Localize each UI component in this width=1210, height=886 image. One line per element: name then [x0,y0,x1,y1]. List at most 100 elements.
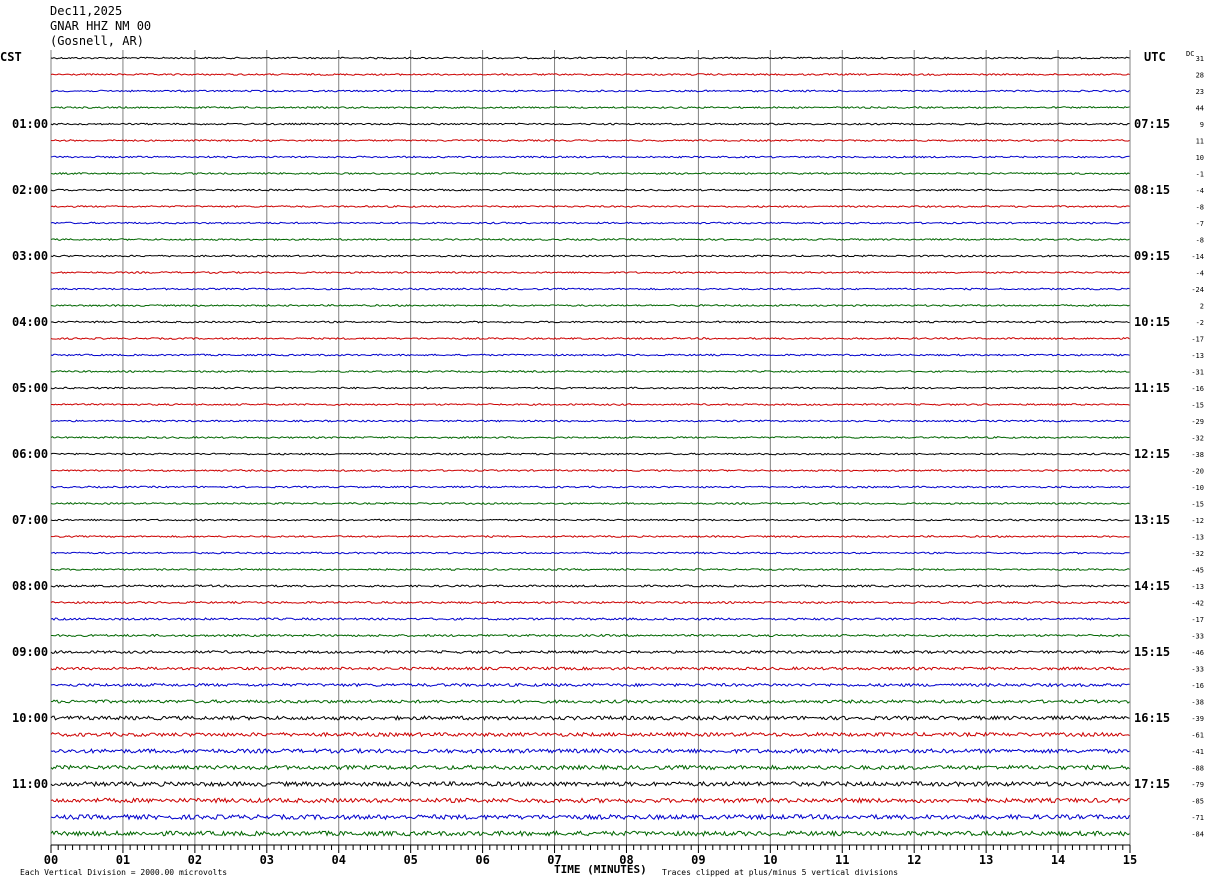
dc-offset-label: -13 [1191,534,1204,542]
x-tick-label: 00 [44,853,58,867]
trace-row [50,155,1130,159]
trace-row [50,106,1130,109]
dc-offset-label: -15 [1191,402,1204,410]
trace-row [50,254,1130,258]
x-tick-label: 13 [979,853,993,867]
header-station: GNAR HHZ NM 00 [50,19,152,33]
dc-offset-label: -7 [1196,220,1204,228]
x-tick-label: 11 [835,853,849,867]
trace-row [50,204,1130,208]
x-tick-label: 14 [1051,853,1065,867]
x-tick-label: 15 [1123,853,1137,867]
grid-layer [50,50,1131,845]
left-hour-label: 09:00 [12,645,48,659]
dc-offset-label: -4 [1196,187,1204,195]
trace-row [50,649,1130,655]
trace-row [50,122,1130,126]
right-hour-label: 15:15 [1134,645,1170,659]
dc-offset-label: -88 [1191,765,1204,773]
x-axis-title: TIME (MINUTES) [554,863,647,876]
dc-offset-label: -85 [1191,798,1204,806]
left-hour-label: 04:00 [12,315,48,329]
header-date: Dec11,2025 [50,4,123,18]
trace-row [50,56,1130,60]
label-layer: 31 28 23 44 9 11 10 -1 -4 -8 -7 -8 -14 -4 -24 2 -2 -17 -13… [12,55,1204,867]
dc-offset-label: 10 [1196,154,1204,162]
x-tick-label: 03 [260,853,274,867]
dc-offset-label: -42 [1191,600,1204,608]
left-hour-label: 03:00 [12,249,48,263]
trace-row [50,337,1130,340]
trace-row [51,403,1130,406]
trace-row [50,304,1130,307]
dc-offset-label: -12 [1191,517,1204,525]
right-hour-label: 16:15 [1134,711,1170,725]
right-hour-label: 08:15 [1134,183,1170,197]
trace-row [50,172,1130,176]
right-hour-label: 17:15 [1134,777,1170,791]
dc-offset-label: -45 [1191,567,1204,575]
trace-row [50,567,1130,572]
x-tick-label: 09 [691,853,705,867]
trace-row [50,747,1130,755]
trace-row [50,468,1130,472]
left-hour-label: 01:00 [12,117,48,131]
scale-note: Each Vertical Division = 2000.00 microvo… [20,868,227,877]
x-tick-label: 07 [547,853,561,867]
trace-row [50,666,1130,671]
trace-row [50,600,1130,605]
trace-row [50,73,1130,76]
dc-offset-label: -20 [1191,468,1204,476]
dc-offset-label: -8 [1196,204,1204,212]
dc-offset-label: -14 [1191,253,1204,261]
dc-offset-label: -29 [1191,418,1204,426]
trace-row [50,287,1130,291]
dc-offset-label: 44 [1196,105,1204,113]
dc-offset-label: -17 [1191,616,1204,624]
dc-offset-label: -16 [1191,682,1204,690]
dc-offset-label: -15 [1191,501,1204,509]
left-hour-label: 08:00 [12,579,48,593]
left-hour-label: 02:00 [12,183,48,197]
dc-offset-label: -2 [1196,319,1204,327]
trace-row [50,698,1130,704]
trace-row [50,221,1130,225]
trace-row [50,386,1130,390]
cst-label: CST [0,50,22,64]
header-location: (Gosnell, AR) [50,34,144,48]
right-hour-label: 10:15 [1134,315,1170,329]
trace-row [50,237,1130,241]
trace-row [50,535,1130,538]
x-tick-label: 05 [403,853,417,867]
trace-row [50,617,1130,621]
dc-offset-label: -31 [1191,369,1204,377]
dc-offset-label: -33 [1191,633,1204,641]
trace-row [50,270,1130,274]
left-hour-label: 05:00 [12,381,48,395]
trace-row [50,731,1130,738]
trace-row [50,764,1130,771]
trace-layer [50,56,1130,838]
x-tick-label: 08 [619,853,633,867]
trace-row [50,419,1130,423]
x-tick-label: 06 [475,853,489,867]
dc-offset-label: -41 [1191,748,1204,756]
dc-offset-label: -38 [1191,699,1204,707]
trace-row [50,485,1130,489]
trace-row [50,89,1130,93]
left-hour-label: 11:00 [12,777,48,791]
trace-row [50,813,1130,821]
trace-row [50,682,1130,688]
dc-offset-label: -32 [1191,435,1204,443]
left-hour-label: 10:00 [12,711,48,725]
clip-note: Traces clipped at plus/minus 5 vertical … [662,868,898,877]
dc-offset-label: -38 [1191,451,1204,459]
dc-offset-label: -1 [1196,171,1204,179]
dc-label: DC [1186,50,1194,58]
dc-offset-label: -24 [1191,286,1204,294]
trace-row [50,436,1130,439]
x-tick-label: 02 [188,853,202,867]
trace-row [50,714,1130,721]
x-tick-label: 10 [763,853,777,867]
dc-offset-label: 28 [1196,72,1204,80]
